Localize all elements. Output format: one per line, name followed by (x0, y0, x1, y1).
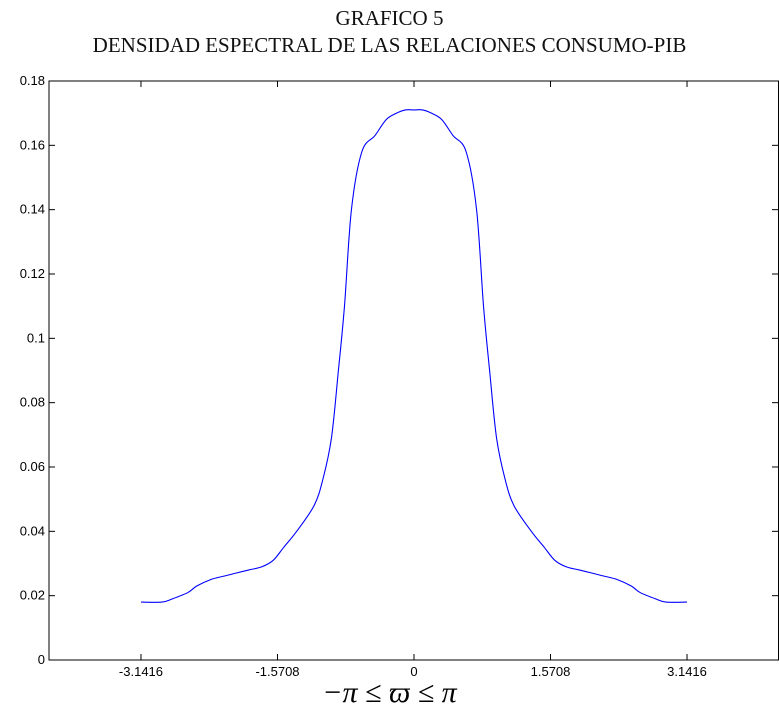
chart-title: GRAFICO 5 (335, 6, 444, 30)
x-tick-label: 0 (410, 664, 417, 679)
y-tick-label: 0.14 (20, 202, 45, 217)
x-tick-label: -3.1416 (119, 664, 163, 679)
x-tick-label: 1.5708 (531, 664, 571, 679)
x-axis: -3.1416 -1.5708 0 1.5708 3.1416 (119, 81, 707, 679)
spectral-density-line (140, 109, 688, 603)
chart-subtitle: DENSIDAD ESPECTRAL DE LAS RELACIONES CON… (92, 33, 687, 57)
y-axis: 0 0.02 0.04 0.06 0.08 0.1 0.12 0.14 0.16 0.18 (20, 73, 778, 667)
y-tick-label: 0.06 (20, 459, 45, 474)
x-tick-label: -1.5708 (255, 664, 299, 679)
y-tick-label: 0.18 (20, 73, 45, 88)
y-tick-label: 0.1 (27, 330, 45, 345)
y-tick-label: 0.16 (20, 137, 45, 152)
y-tick-label: 0.12 (20, 266, 45, 281)
y-tick-label: 0.02 (20, 588, 45, 603)
y-tick-label: 0 (38, 652, 45, 667)
x-axis-label: −π ≤ ϖ ≤ π (322, 676, 457, 709)
y-tick-label: 0.04 (20, 523, 45, 538)
x-tick-label: 3.1416 (667, 664, 707, 679)
plot-frame (48, 80, 779, 661)
y-tick-label: 0.08 (20, 395, 45, 410)
